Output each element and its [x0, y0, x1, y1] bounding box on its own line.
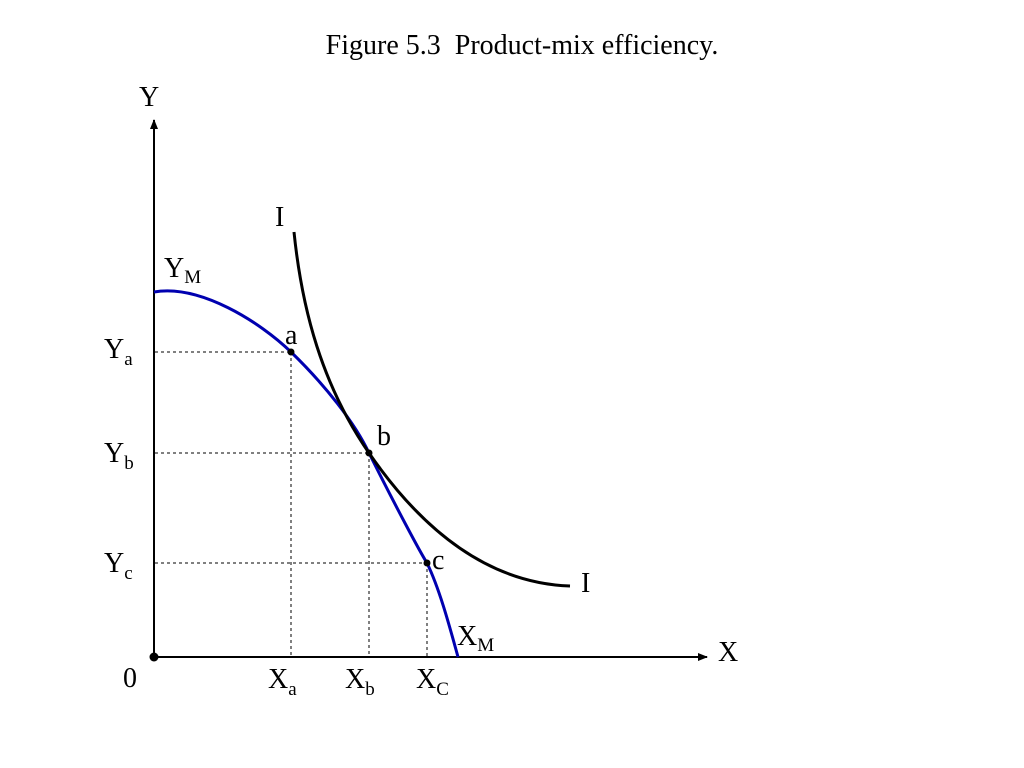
indifference-curve — [292, 231, 571, 588]
figure-title: Figure 5.3 Product-mix efficiency. — [325, 30, 719, 61]
x-tick-b-main: X — [345, 664, 365, 695]
point-c-label: c — [432, 545, 444, 576]
x-tick-a-main: X — [268, 664, 288, 695]
y-tick-b-main: Y — [104, 438, 124, 469]
x-tick-label-c: XC — [416, 664, 449, 700]
point-a — [287, 348, 295, 356]
y-tick-c-sub: c — [124, 563, 132, 584]
ppf-y-intercept-main: Y — [164, 253, 184, 284]
y-tick-c-main: Y — [104, 548, 124, 579]
point-a-label: a — [285, 320, 298, 351]
y-tick-label-b: Yb — [104, 438, 134, 474]
y-tick-b-sub: b — [124, 453, 134, 474]
ppf-x-intercept-main: X — [457, 621, 477, 652]
indifference-label-top: I — [275, 202, 284, 233]
point-c — [423, 559, 431, 567]
x-tick-b-sub: b — [365, 679, 375, 700]
x-tick-a-sub: a — [288, 679, 297, 700]
ppf-x-intercept-label: XM — [457, 621, 494, 656]
x-tick-c-main: X — [416, 664, 436, 695]
y-tick-a-sub: a — [124, 349, 133, 370]
ppf-y-intercept-sub: M — [184, 267, 201, 288]
indifference-label-bottom: I — [581, 568, 590, 599]
ppf-y-intercept-label: YM — [164, 253, 201, 288]
x-tick-c-sub: C — [436, 679, 449, 700]
y-axis-label: Y — [139, 82, 159, 113]
origin-label: 0 — [123, 663, 137, 694]
y-tick-label-c: Yc — [104, 548, 133, 584]
ppf-x-intercept-sub: M — [477, 635, 494, 656]
ppf-curve — [153, 289, 460, 658]
x-tick-label-a: Xa — [268, 664, 297, 700]
y-tick-a-main: Y — [104, 334, 124, 365]
origin-point — [149, 652, 159, 662]
x-tick-label-b: Xb — [345, 664, 375, 700]
x-axis-label: X — [718, 637, 738, 668]
guide-lines — [155, 351, 428, 657]
point-b-label: b — [377, 421, 391, 452]
y-tick-label-a: Ya — [104, 334, 133, 370]
point-b — [365, 449, 373, 457]
